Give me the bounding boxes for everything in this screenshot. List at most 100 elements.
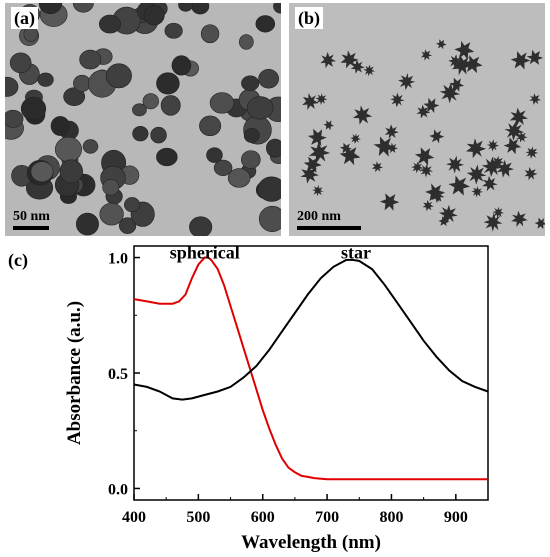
scalebar-b: 200 nm bbox=[297, 209, 361, 230]
star-nanoparticle bbox=[339, 142, 352, 154]
star-nanoparticle bbox=[534, 217, 545, 229]
spherical-nanoparticle bbox=[171, 55, 192, 76]
spherical-nanoparticle bbox=[30, 161, 54, 183]
x-axis-label: Wavelength (nm) bbox=[241, 532, 381, 553]
star-nanoparticle bbox=[320, 52, 337, 69]
spherical-nanoparticle bbox=[227, 168, 251, 188]
spherical-nanoparticle bbox=[150, 126, 167, 144]
star-nanoparticle bbox=[454, 40, 475, 60]
star-nanoparticle bbox=[419, 163, 434, 178]
star-nanoparticle bbox=[416, 104, 431, 119]
x-tick-label: 800 bbox=[379, 509, 403, 526]
spherical-nanoparticle bbox=[209, 92, 235, 114]
star-nanoparticle bbox=[398, 72, 416, 91]
spherical-nanoparticle bbox=[200, 24, 220, 44]
spherical-nanoparticle bbox=[243, 127, 260, 143]
star-nanoparticle bbox=[486, 139, 499, 152]
spherical-nanoparticle bbox=[118, 217, 137, 234]
spherical-nanoparticle bbox=[257, 176, 281, 202]
spherical-nanoparticle bbox=[98, 14, 121, 34]
star-nanoparticle bbox=[363, 64, 376, 77]
y-tick-label: 1.0 bbox=[108, 251, 128, 268]
star-nanoparticle bbox=[452, 54, 473, 76]
spherical-nanoparticle bbox=[164, 22, 183, 39]
star-nanoparticle bbox=[482, 175, 498, 192]
star-nanoparticle bbox=[496, 159, 515, 178]
star-nanoparticle bbox=[423, 97, 440, 113]
star-nanoparticle bbox=[350, 133, 361, 144]
star-nanoparticle bbox=[350, 59, 365, 74]
star-nanoparticle bbox=[449, 77, 465, 92]
spherical-nanoparticle bbox=[178, 3, 194, 12]
star-nanoparticle bbox=[323, 120, 334, 131]
annotation-star: star bbox=[341, 243, 371, 263]
star-nanoparticle bbox=[463, 55, 483, 74]
scalebar-a-bar bbox=[13, 226, 49, 230]
x-tick-label: 900 bbox=[444, 509, 468, 526]
star-nanoparticle bbox=[471, 186, 483, 198]
series-line-spherical bbox=[133, 256, 488, 481]
star-nanoparticle bbox=[339, 145, 361, 166]
spherical-nanoparticle bbox=[124, 197, 141, 213]
y-tick-label: 0.0 bbox=[108, 481, 128, 498]
panel-a-label: (a) bbox=[11, 7, 38, 29]
tem-b-background bbox=[289, 3, 545, 236]
spherical-nanoparticle bbox=[213, 159, 233, 177]
spherical-nanoparticle bbox=[156, 147, 178, 167]
spherical-nanoparticle bbox=[38, 3, 63, 15]
x-tick-label: 700 bbox=[315, 509, 339, 526]
scalebar-b-text: 200 nm bbox=[297, 209, 341, 224]
spherical-nanoparticle bbox=[246, 96, 274, 120]
star-nanoparticle bbox=[379, 193, 400, 211]
spherical-nanoparticle bbox=[54, 136, 82, 162]
spherical-nanoparticle bbox=[102, 179, 120, 196]
spherical-nanoparticle bbox=[156, 72, 180, 95]
star-nanoparticle bbox=[524, 166, 538, 181]
star-nanoparticle bbox=[420, 49, 433, 61]
star-nanoparticle bbox=[503, 137, 522, 155]
star-nanoparticle bbox=[429, 129, 445, 144]
star-nanoparticle bbox=[438, 216, 450, 227]
x-tick-label: 500 bbox=[186, 509, 210, 526]
star-nanoparticle bbox=[390, 92, 405, 108]
spherical-nanoparticle bbox=[241, 150, 261, 169]
star-nanoparticle bbox=[414, 147, 435, 166]
tem-a-background bbox=[5, 3, 281, 236]
spherical-nanoparticle bbox=[160, 95, 181, 116]
spherical-nanoparticle bbox=[5, 76, 19, 97]
spherical-nanoparticle bbox=[258, 205, 281, 232]
star-nanoparticle bbox=[422, 199, 434, 212]
spherical-nanoparticle bbox=[206, 147, 223, 163]
spherical-nanoparticle bbox=[82, 139, 99, 154]
star-nanoparticle bbox=[510, 51, 531, 70]
panel-a-micrograph: (a) 50 nm bbox=[5, 3, 281, 236]
star-nanoparticle bbox=[340, 50, 359, 69]
spherical-nanoparticle bbox=[238, 34, 254, 50]
spherical-nanoparticle bbox=[105, 63, 132, 89]
spherical-nanoparticle bbox=[132, 103, 147, 117]
scalebar-b-bar bbox=[297, 226, 361, 230]
scalebar-a-text: 50 nm bbox=[13, 209, 50, 224]
star-nanoparticle bbox=[312, 184, 324, 197]
tem-image-spherical bbox=[5, 3, 281, 236]
star-nanoparticle bbox=[430, 188, 445, 204]
star-nanoparticle bbox=[509, 107, 528, 127]
star-nanoparticle bbox=[352, 105, 373, 125]
spherical-nanoparticle bbox=[199, 115, 222, 137]
spherical-nanoparticle bbox=[23, 26, 39, 42]
spherical-nanoparticle bbox=[72, 3, 94, 13]
star-nanoparticle bbox=[526, 49, 544, 65]
spherical-nanoparticle bbox=[266, 138, 281, 158]
panel-b-label: (b) bbox=[295, 7, 323, 29]
star-nanoparticle bbox=[315, 93, 328, 105]
star-nanoparticle bbox=[466, 164, 487, 185]
spherical-nanoparticle bbox=[143, 5, 165, 26]
spherical-nanoparticle bbox=[99, 202, 124, 226]
star-nanoparticle bbox=[492, 206, 504, 219]
star-nanoparticle bbox=[373, 136, 396, 157]
star-nanoparticle bbox=[516, 131, 528, 143]
star-nanoparticle bbox=[436, 39, 447, 50]
star-nanoparticle bbox=[371, 161, 383, 173]
x-tick-label: 600 bbox=[251, 509, 275, 526]
panel-b-micrograph: (b) 200 nm bbox=[289, 3, 545, 236]
